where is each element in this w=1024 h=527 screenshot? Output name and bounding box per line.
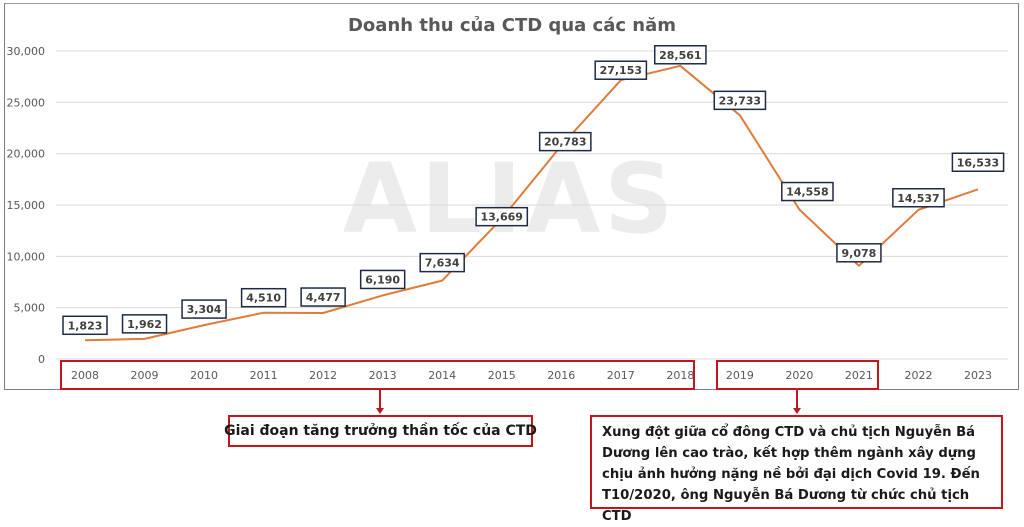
x-tick-label: 2013 [369,369,397,382]
data-label: 23,733 [713,90,767,111]
x-tick-label: 2012 [309,369,337,382]
svg-text:1,962: 1,962 [127,318,162,331]
data-label: 14,558 [781,181,834,202]
y-tick-label: 20,000 [7,148,46,161]
x-tick-label: 2015 [488,369,516,382]
x-tick-label: 2021 [845,369,873,382]
highlight-box-2008-2018 [60,360,695,390]
svg-text:20,783: 20,783 [544,136,586,149]
x-axis: 2008 2009 2010 2011 2012 2013 2014 2015 2016 2017… [71,369,992,382]
x-tick-label: 2018 [666,369,694,382]
svg-text:1,823: 1,823 [68,319,103,332]
svg-text:7,634: 7,634 [425,257,460,270]
data-label: 14,537 [892,188,945,208]
data-label: 28,561 [653,45,707,65]
svg-text:4,477: 4,477 [306,291,341,304]
data-label: 7,634 [419,252,465,273]
highlight-box-2019-2021 [716,360,879,390]
arrow-down-icon [793,390,801,414]
data-labels: 1,823 1,962 3,304 4,510 4,477 6,190 7,634 13,66… [62,45,1005,336]
data-label: 9,078 [836,243,882,263]
data-label: 4,510 [240,287,287,308]
svg-text:3,304: 3,304 [187,303,222,316]
x-tick-label: 2020 [785,369,813,382]
svg-text:13,669: 13,669 [481,211,523,224]
svg-text:6,190: 6,190 [365,273,400,286]
data-label: 20,783 [538,131,592,152]
x-tick-label: 2014 [428,369,456,382]
conflict-note: Xung đột giữa cổ đông CTD và chủ tịch Ng… [590,415,1003,524]
growth-phase-text: Giai đoạn tăng trưởng thần tốc của CTD [224,423,537,439]
svg-text:4,510: 4,510 [246,292,281,305]
svg-text:27,153: 27,153 [600,64,642,77]
conflict-line: Xung đột giữa cổ đông CTD và chủ tịch Ng… [602,425,976,440]
data-label: 3,304 [181,299,227,319]
year-highlight-boxes [60,360,879,390]
svg-text:9,078: 9,078 [842,247,877,260]
x-tick-label: 2009 [131,369,159,382]
data-label: 1,823 [62,315,108,336]
arrow-down-icon [376,390,384,414]
svg-text:14,558: 14,558 [786,186,828,199]
svg-text:14,537: 14,537 [897,192,939,205]
data-label: 13,669 [475,206,529,227]
conflict-line: Dương lên cao trào, kết hợp thêm ngành x… [602,446,976,461]
x-tick-label: 2022 [904,369,932,382]
data-label: 1,962 [121,314,168,334]
annotation-arrows [376,390,801,414]
y-tick-label: 5,000 [14,302,46,315]
data-label: 16,533 [951,152,1005,173]
revenue-line [84,64,979,342]
x-tick-label: 2019 [726,369,754,382]
svg-text:28,561: 28,561 [659,49,701,62]
y-tick-label: 25,000 [7,96,46,109]
x-tick-label: 2017 [607,369,635,382]
watermark: ALIAS [343,143,678,255]
growth-phase-note: Giai đoạn tăng trưởng thần tốc của CTD [224,415,537,447]
y-tick-label: 10,000 [7,250,46,263]
x-tick-label: 2011 [250,369,278,382]
chart-frame [4,3,1019,390]
chart-title: Doanh thu của CTD qua các năm [348,15,676,36]
svg-text:16,533: 16,533 [957,156,999,169]
y-tick-label: 15,000 [7,199,46,212]
y-axis: 0 5,000 10,000 15,000 20,000 25,000 30,000 [7,45,46,366]
x-tick-label: 2010 [190,369,218,382]
data-label: 4,477 [300,287,346,307]
x-tick-label: 2016 [547,369,575,382]
y-tick-label: 0 [38,353,45,366]
data-label: 27,153 [594,60,648,80]
x-tick-label: 2023 [964,369,992,382]
conflict-line: chịu ảnh hưởng nặng nề bởi đại dịch Covi… [602,467,980,482]
data-label: 6,190 [359,269,406,290]
conflict-line: T10/2020, ông Nguyễn Bá Dương từ chức ch… [602,488,970,524]
svg-text:23,733: 23,733 [719,94,761,107]
x-tick-label: 2008 [71,369,99,382]
y-tick-label: 30,000 [7,45,46,58]
